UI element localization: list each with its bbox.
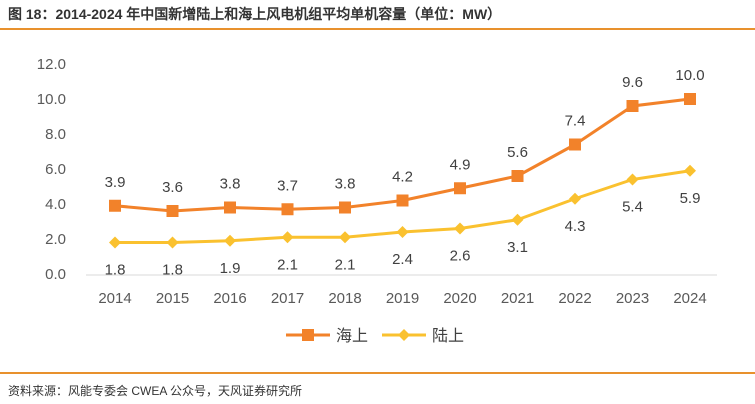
onshore-data-label: 1.8 <box>162 262 183 279</box>
onshore-point <box>224 234 236 247</box>
onshore-data-label: 5.9 <box>680 190 701 207</box>
x-tick-label: 2024 <box>673 290 706 307</box>
offshore-data-label: 10.0 <box>675 67 704 84</box>
offshore-data-label: 9.6 <box>622 74 643 91</box>
y-tick-label: 0.0 <box>45 266 66 283</box>
onshore-data-label: 2.4 <box>392 251 413 268</box>
onshore-data-label: 4.3 <box>565 218 586 235</box>
offshore-data-label: 3.8 <box>335 176 356 193</box>
x-tick-label: 2014 <box>98 290 131 307</box>
offshore-data-label: 5.6 <box>507 144 528 161</box>
y-tick-label: 2.0 <box>45 231 66 248</box>
x-tick-label: 2022 <box>558 290 591 307</box>
x-tick-label: 2023 <box>616 290 649 307</box>
offshore-data-label: 4.9 <box>450 156 471 173</box>
offshore-point <box>339 201 351 214</box>
offshore-point <box>166 205 179 217</box>
offshore-data-label: 4.2 <box>392 169 413 186</box>
top-divider <box>0 28 755 30</box>
onshore-data-label: 2.1 <box>335 256 356 273</box>
y-tick-label: 10.0 <box>37 91 66 108</box>
offshore-data-label: 3.9 <box>105 174 126 191</box>
legend-label-offshore: 海上 <box>336 327 368 345</box>
x-tick-label: 2018 <box>328 290 361 307</box>
y-tick-label: 6.0 <box>45 161 66 178</box>
x-tick-label: 2020 <box>443 290 476 307</box>
onshore-point <box>626 173 639 186</box>
onshore-point <box>281 231 294 244</box>
offshore-point <box>511 170 524 182</box>
offshore-data-label: 3.7 <box>277 177 298 194</box>
offshore-point <box>684 93 696 105</box>
x-tick-label: 2015 <box>156 290 189 307</box>
onshore-data-label: 2.1 <box>277 256 298 273</box>
legend-marker-onshore <box>398 329 410 341</box>
x-tick-label: 2019 <box>386 290 419 307</box>
onshore-data-label: 2.6 <box>450 248 471 265</box>
offshore-data-label: 7.4 <box>565 113 586 130</box>
onshore-point <box>511 213 524 226</box>
offshore-point <box>281 203 294 216</box>
onshore-point <box>109 236 121 249</box>
onshore-point <box>569 192 581 205</box>
x-tick-label: 2017 <box>271 290 304 307</box>
legend-label-onshore: 陆上 <box>432 327 464 345</box>
offshore-data-label: 3.6 <box>162 179 183 196</box>
onshore-point <box>339 231 351 244</box>
source-note: 资料来源：风能专委会 CWEA 公众号，天风证券研究所 <box>8 384 303 398</box>
onshore-data-label: 1.8 <box>105 262 126 279</box>
chart-title: 图 18：2014-2024 年中国新增陆上和海上风电机组平均单机容量（单位：M… <box>8 6 502 22</box>
offshore-point <box>626 100 639 112</box>
onshore-point <box>166 236 179 249</box>
x-tick-label: 2021 <box>501 290 534 307</box>
series-line-offshore <box>114 97 691 213</box>
x-tick-label: 2016 <box>213 290 246 307</box>
onshore-data-label: 1.9 <box>220 260 241 277</box>
line-chart: 0.0 2.0 4.0 6.0 8.0 10.0 12.0 2014 2015 2016 2017 2… <box>37 56 717 345</box>
onshore-point <box>454 222 466 235</box>
onshore-data-label: 5.4 <box>622 199 643 216</box>
onshore-data-label: 3.1 <box>507 239 528 256</box>
onshore-point <box>396 226 409 238</box>
offshore-point <box>109 199 121 212</box>
legend-marker-offshore <box>302 329 314 341</box>
onshore-point <box>684 164 696 177</box>
y-tick-label: 4.0 <box>45 196 66 213</box>
y-tick-label: 12.0 <box>37 56 66 73</box>
y-tick-label: 8.0 <box>45 126 66 143</box>
offshore-point <box>569 138 581 151</box>
bottom-divider <box>0 372 755 374</box>
offshore-data-label: 3.8 <box>220 176 241 193</box>
offshore-point <box>224 201 236 214</box>
offshore-point <box>396 194 409 207</box>
offshore-point <box>454 182 466 195</box>
